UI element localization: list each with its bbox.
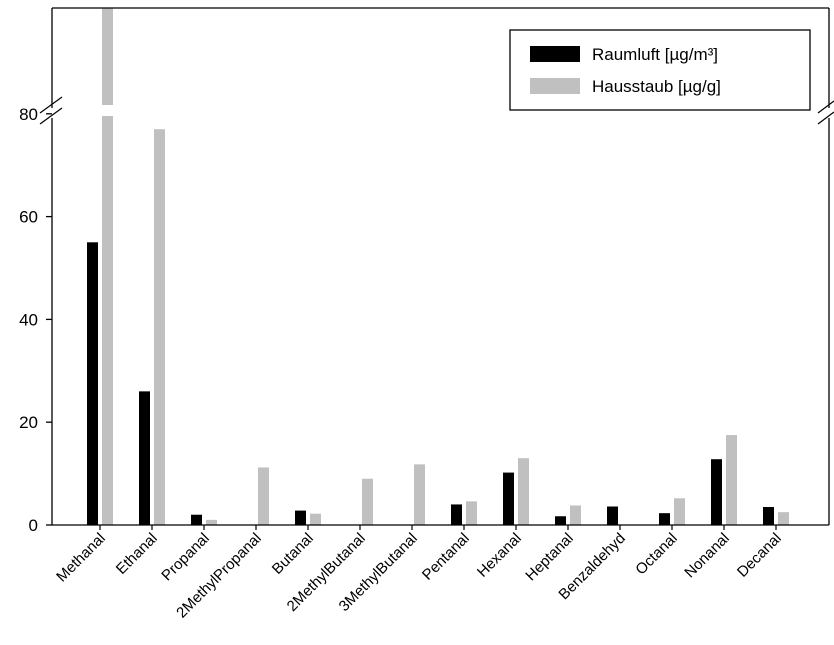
bar-raumluft-pentanal	[451, 504, 462, 525]
bar-hausstaub-3methylbutanal	[414, 464, 425, 525]
y-tick-label: 40	[19, 310, 38, 329]
bar-break-gap	[100, 105, 115, 116]
bar-raumluft-octanal	[659, 513, 670, 525]
legend-label-raumluft: Raumluft [µg/m³]	[592, 45, 718, 64]
bar-hausstaub-2methylbutanal	[362, 478, 373, 525]
bar-raumluft-decanal	[763, 507, 774, 525]
bar-hausstaub-butanal	[310, 513, 321, 525]
x-tick-label: Pentanal	[419, 530, 473, 584]
legend-box	[509, 29, 811, 111]
bar-raumluft-nonanal	[711, 459, 722, 525]
bar-hausstaub-decanal	[778, 512, 789, 525]
bar-hausstaub-octanal	[674, 498, 685, 525]
x-tick-label: Decanal	[734, 530, 785, 581]
x-tick-label: Propanal	[158, 530, 212, 584]
y-ticks-group: 0 20 40 60 80	[19, 105, 52, 535]
bar-raumluft-hexanal	[503, 472, 514, 525]
bar-raumluft-propanal	[191, 514, 202, 525]
y-tick-label: 20	[19, 413, 38, 432]
bar-hausstaub-2methylpropanal	[258, 467, 269, 525]
legend-label-hausstaub: Hausstaub [µg/g]	[592, 77, 721, 96]
legend: Raumluft [µg/m³] Hausstaub [µg/g]	[509, 29, 811, 111]
x-tick-label: Hexanal	[474, 530, 525, 581]
bar-raumluft-ethanal	[139, 391, 150, 525]
bar-raumluft-heptanal	[555, 516, 566, 525]
bar-hausstaub-pentanal	[466, 501, 477, 525]
y-tick-label: 0	[29, 516, 38, 535]
bar-raumluft-benzaldehyd	[607, 506, 618, 525]
x-tick-label: Methanal	[53, 530, 109, 586]
axis-break-right	[817, 100, 834, 125]
bar-raumluft-butanal	[295, 510, 306, 525]
bar-hausstaub-hexanal	[518, 458, 529, 525]
x-tick-label: Ethanal	[113, 530, 161, 578]
axis-break-left	[39, 96, 64, 125]
axes-group	[39, 7, 834, 526]
legend-swatch-hausstaub	[530, 78, 580, 94]
bars-group	[87, 8, 789, 526]
x-tick-label: Butanal	[269, 530, 317, 578]
bar-hausstaub-nonanal	[726, 435, 737, 525]
x-tick-label: Octanal	[632, 530, 681, 579]
y-tick-label: 80	[19, 105, 38, 124]
legend-swatch-raumluft	[530, 46, 580, 62]
x-tick-label: Heptanal	[522, 530, 576, 584]
bar-hausstaub-methanal	[102, 8, 113, 525]
bar-hausstaub-propanal	[206, 519, 217, 525]
bar-hausstaub-ethanal	[154, 129, 165, 525]
x-tick-label: Nonanal	[681, 530, 733, 582]
bar-hausstaub-heptanal	[570, 505, 581, 525]
bar-raumluft-methanal	[87, 242, 98, 526]
y-tick-label: 60	[19, 208, 38, 227]
